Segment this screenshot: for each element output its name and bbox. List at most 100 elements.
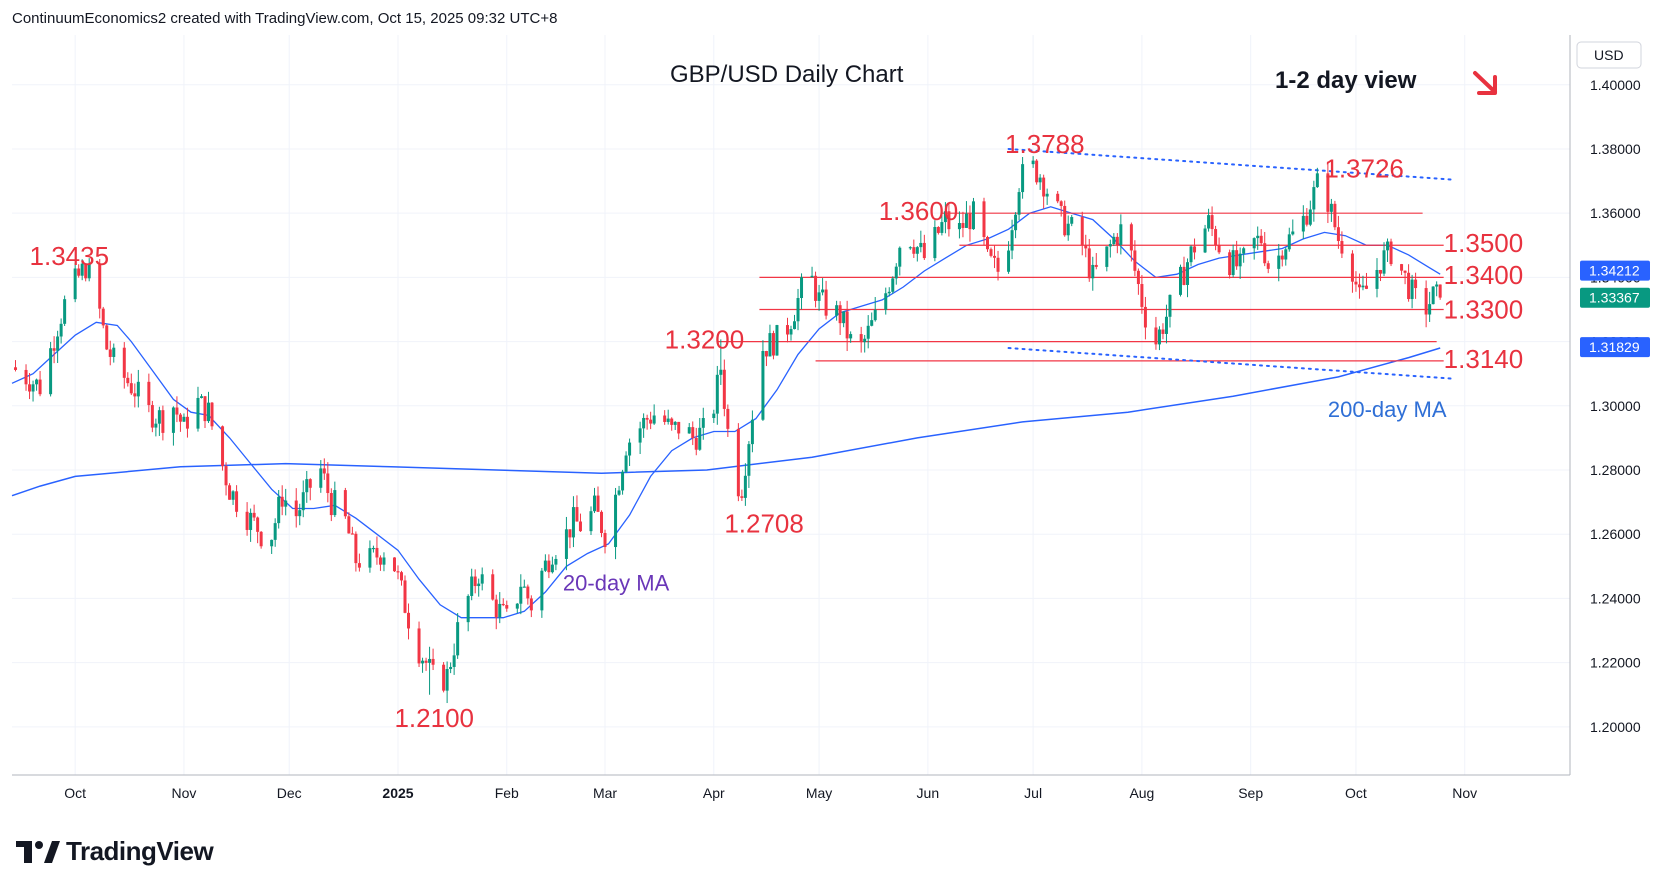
candle-body: [24, 369, 28, 385]
candle-body: [989, 249, 993, 256]
candle-body: [652, 415, 656, 424]
price-badge: 1.31829: [1580, 337, 1650, 358]
candle-body: [957, 223, 961, 230]
candle: [1133, 240, 1137, 277]
candle-body: [550, 564, 554, 573]
annotation-1-3200: 1.3200: [665, 324, 745, 354]
candle: [1301, 205, 1305, 240]
candle-body: [147, 381, 151, 406]
candle-body: [1112, 236, 1116, 245]
candle: [750, 410, 754, 453]
candle-body: [1042, 177, 1046, 197]
candle: [968, 205, 972, 242]
candle-body: [1266, 263, 1270, 269]
price-tick-label: 1.38000: [1590, 141, 1641, 157]
candle: [259, 530, 263, 549]
candle-body: [578, 521, 582, 532]
candle: [1340, 231, 1344, 259]
candle-body: [845, 311, 849, 339]
candle-body: [645, 417, 649, 420]
candle-body: [624, 455, 628, 472]
candle: [24, 364, 28, 391]
candle: [1252, 237, 1256, 260]
candle-body: [185, 416, 189, 429]
candle: [371, 545, 375, 553]
candle-body: [1038, 177, 1042, 183]
candle-body: [940, 222, 944, 233]
candle: [477, 578, 481, 597]
candle: [298, 503, 302, 526]
candle: [768, 324, 772, 357]
candle-body: [715, 374, 719, 414]
candle-body: [1235, 250, 1239, 267]
candle-body: [87, 264, 91, 279]
annotation-200-day-ma: 200-day MA: [1328, 397, 1447, 422]
candle: [698, 417, 702, 451]
candle: [592, 487, 596, 514]
candle: [736, 423, 740, 502]
candle: [1308, 200, 1312, 227]
candle: [540, 567, 544, 618]
candle-body: [199, 396, 203, 398]
candle-body: [112, 347, 116, 357]
candle: [915, 246, 919, 262]
candle: [1410, 274, 1414, 309]
candle: [136, 369, 140, 408]
candle-body: [133, 393, 137, 397]
tradingview-logo[interactable]: TradingView: [16, 836, 214, 867]
candle-body: [1357, 284, 1361, 288]
candle: [1080, 211, 1084, 256]
candle-body: [1375, 269, 1379, 289]
time-tick-label: Apr: [703, 785, 725, 801]
candle-body: [1193, 246, 1197, 253]
time-tick-label: Sep: [1238, 785, 1263, 801]
candle-body: [1340, 241, 1344, 254]
candle: [456, 613, 460, 659]
candle-body: [245, 511, 249, 530]
candle: [1087, 238, 1091, 282]
candle: [277, 490, 281, 529]
candle-body: [466, 595, 470, 623]
candle: [1435, 281, 1439, 297]
candle: [993, 245, 997, 269]
candle-body: [428, 658, 432, 663]
candle-body: [1410, 279, 1414, 300]
candle: [343, 487, 347, 519]
candle: [1382, 242, 1386, 277]
candle: [147, 373, 151, 413]
candle-body: [1140, 284, 1144, 307]
candle-body: [305, 479, 309, 493]
candle-body: [1094, 264, 1098, 267]
candle: [519, 574, 523, 615]
candle-body: [543, 560, 547, 571]
candle: [56, 330, 60, 364]
candle: [835, 300, 839, 321]
candle-body: [1157, 329, 1161, 345]
candle-body: [38, 379, 42, 395]
ma200-line: [11, 347, 1441, 497]
candle-body: [522, 586, 526, 588]
candle: [793, 314, 797, 330]
price-badge-bg: [1580, 287, 1650, 308]
price-tick-label: 1.40000: [1590, 77, 1641, 93]
candle-body: [129, 383, 133, 394]
candle-body: [498, 603, 502, 618]
candle: [428, 646, 432, 695]
candle: [77, 264, 81, 278]
candle: [133, 383, 137, 408]
candle-body: [1164, 316, 1168, 334]
candle-body: [1428, 304, 1432, 315]
candle-body: [445, 669, 449, 691]
annotation-1-3726: 1.3726: [1324, 154, 1404, 184]
candle-body: [943, 211, 947, 223]
candle-body: [1305, 215, 1309, 225]
candle-body: [1329, 203, 1333, 212]
candle-body: [1154, 327, 1158, 345]
candle-body: [1386, 241, 1390, 251]
price-tick-label: 1.36000: [1590, 205, 1641, 221]
candle-body: [1115, 236, 1119, 245]
tradingview-logo-icon: [16, 840, 60, 863]
candle: [624, 451, 628, 474]
candle: [1203, 224, 1207, 254]
